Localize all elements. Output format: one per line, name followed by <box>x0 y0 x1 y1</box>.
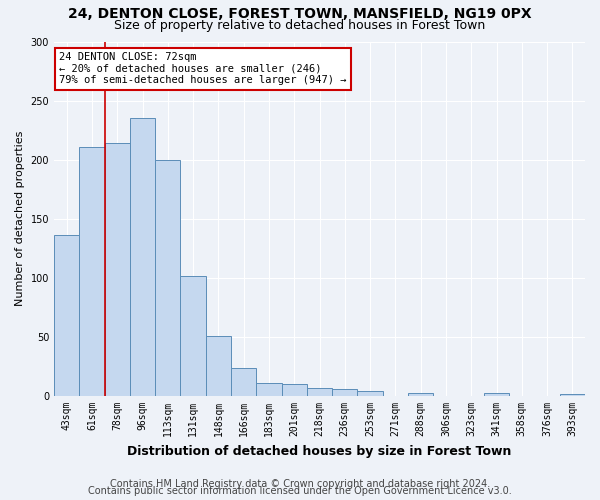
Bar <box>256 383 281 396</box>
Text: Contains HM Land Registry data © Crown copyright and database right 2024.: Contains HM Land Registry data © Crown c… <box>110 479 490 489</box>
Bar <box>104 143 130 396</box>
Bar <box>332 389 358 396</box>
Bar <box>408 392 433 396</box>
Bar <box>54 236 79 396</box>
Text: 24, DENTON CLOSE, FOREST TOWN, MANSFIELD, NG19 0PX: 24, DENTON CLOSE, FOREST TOWN, MANSFIELD… <box>68 8 532 22</box>
Bar <box>281 384 307 396</box>
Bar <box>79 146 104 396</box>
Bar <box>155 160 181 396</box>
Y-axis label: Number of detached properties: Number of detached properties <box>15 131 25 306</box>
X-axis label: Distribution of detached houses by size in Forest Town: Distribution of detached houses by size … <box>127 444 512 458</box>
Bar <box>560 394 585 396</box>
Text: 24 DENTON CLOSE: 72sqm
← 20% of detached houses are smaller (246)
79% of semi-de: 24 DENTON CLOSE: 72sqm ← 20% of detached… <box>59 52 347 86</box>
Bar <box>231 368 256 396</box>
Bar <box>307 388 332 396</box>
Bar <box>358 392 383 396</box>
Text: Size of property relative to detached houses in Forest Town: Size of property relative to detached ho… <box>115 18 485 32</box>
Bar <box>181 276 206 396</box>
Bar <box>130 118 155 396</box>
Text: Contains public sector information licensed under the Open Government Licence v3: Contains public sector information licen… <box>88 486 512 496</box>
Bar <box>484 392 509 396</box>
Bar <box>206 336 231 396</box>
